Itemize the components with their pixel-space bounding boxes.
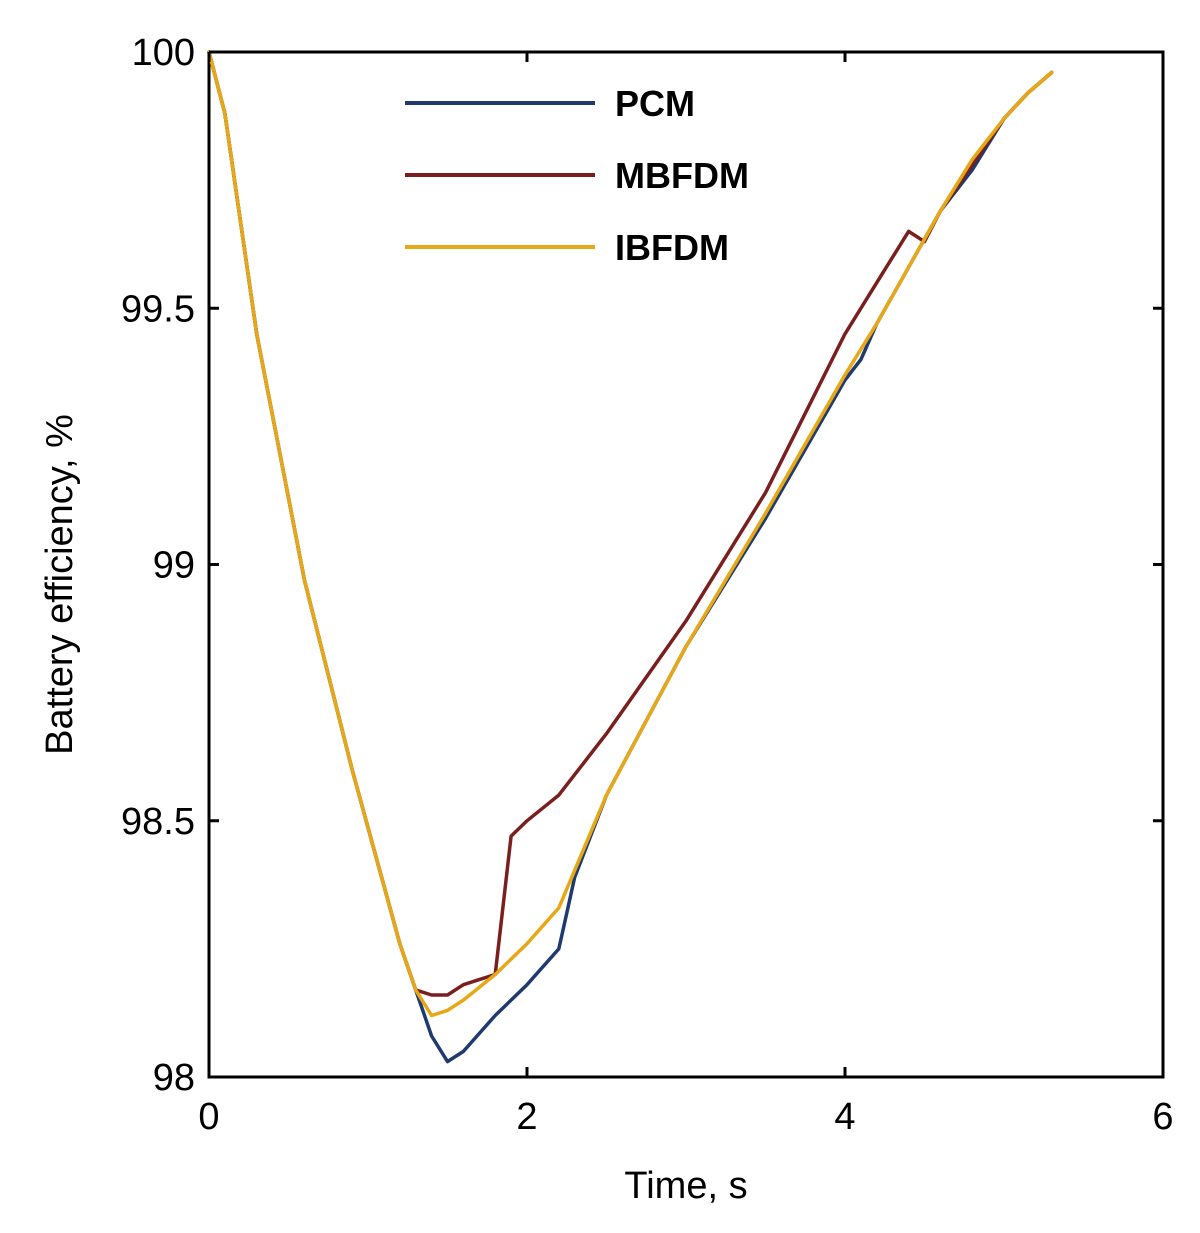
- x-axis-label: Time, s: [624, 1165, 747, 1207]
- series-line-ibfdm: [207, 50, 1054, 1018]
- legend-label-pcm: PCM: [615, 83, 695, 124]
- y-tick-label: 98: [153, 1057, 195, 1099]
- series-line-pcm: [207, 50, 1054, 1064]
- tick-labels: 0 2 4 6 98 98.5 99 99.5 100: [121, 32, 1174, 1138]
- y-tick-label: 99: [153, 545, 195, 587]
- x-tick-label: 2: [516, 1096, 537, 1138]
- legend-label-ibfdm: IBFDM: [615, 227, 729, 268]
- y-axis-label: Battery efficiency, %: [39, 414, 81, 755]
- ticks-group: [207, 50, 1165, 1079]
- plot-area: [207, 50, 1165, 1079]
- legend: PCM MBFDM IBFDM: [405, 83, 749, 268]
- y-tick-label: 98.5: [121, 801, 195, 843]
- legend-label-mbfdm: MBFDM: [615, 155, 749, 196]
- y-tick-label: 99.5: [121, 288, 195, 330]
- x-tick-label: 0: [198, 1096, 219, 1138]
- series-group: [207, 50, 1054, 1064]
- x-tick-label: 6: [1152, 1096, 1173, 1138]
- x-tick-label: 4: [834, 1096, 855, 1138]
- y-tick-label: 100: [132, 32, 195, 74]
- axes-frame: [207, 50, 1165, 1079]
